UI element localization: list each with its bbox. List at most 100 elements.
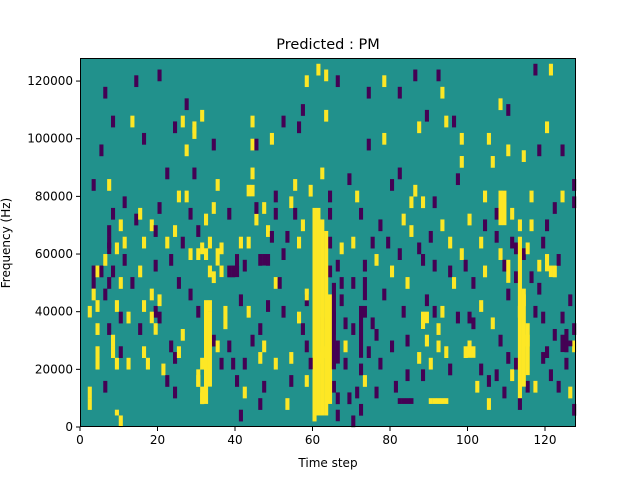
heatmap-cell (351, 236, 356, 249)
heatmap-band (428, 398, 433, 404)
heatmap-cell (258, 254, 263, 266)
heatmap-cell (235, 375, 240, 387)
heatmap-cell (502, 386, 507, 399)
heatmap-cell (328, 236, 333, 249)
heatmap-cell (572, 196, 577, 209)
x-axis-label: Time step (297, 456, 357, 470)
heatmap-cell (498, 98, 503, 111)
heatmap-cell (227, 265, 232, 278)
heatmap-cell (300, 104, 305, 116)
heatmap-cell (556, 254, 561, 266)
heatmap-cell (118, 277, 123, 289)
heatmap-cell (359, 207, 364, 220)
heatmap-cell (258, 323, 263, 335)
heatmap-band (401, 398, 406, 404)
heatmap-cell (169, 340, 174, 353)
heatmap-cell (114, 242, 119, 255)
heatmap-cell (254, 138, 259, 151)
heatmap-cell (266, 225, 271, 237)
heatmap-cell (149, 288, 154, 301)
y-tick-label: 20000 (35, 362, 73, 376)
heatmap-cell (514, 242, 519, 255)
heatmap-cell (223, 317, 228, 330)
heatmap-cell (335, 75, 340, 88)
heatmap-band (114, 409, 119, 416)
heatmap-band (517, 236, 522, 399)
heatmap-cell (157, 202, 162, 214)
heatmap-cell (107, 225, 112, 237)
heatmap-cell (196, 305, 201, 318)
heatmap-cell (293, 207, 298, 220)
heatmap-cell (417, 121, 422, 134)
heatmap-cell (118, 415, 123, 428)
heatmap-cell (397, 167, 402, 180)
heatmap-cell (134, 213, 139, 226)
heatmap-band (502, 190, 507, 226)
heatmap-cell (331, 380, 336, 393)
heatmap-cell (483, 219, 488, 232)
heatmap-band (440, 398, 445, 404)
chart-title: Predicted : PM (276, 37, 379, 53)
heatmap-cell (324, 109, 329, 122)
heatmap-cell (157, 294, 162, 307)
heatmap-cell (479, 363, 484, 376)
heatmap-cell (289, 196, 294, 209)
heatmap-band (262, 254, 267, 266)
heatmap-cell (297, 236, 302, 249)
heatmap-cell (343, 357, 348, 370)
heatmap-cell (204, 248, 209, 260)
heatmap-cell (463, 346, 468, 359)
heatmap-cell (138, 207, 143, 220)
heatmap-cell (409, 225, 414, 237)
heatmap-cell (91, 179, 96, 191)
heatmap-cell (533, 380, 538, 393)
heatmap-band (521, 288, 526, 387)
heatmap-cell (103, 288, 108, 301)
heatmap-band (207, 311, 212, 387)
plot-frame (80, 58, 576, 427)
heatmap-cell (362, 259, 367, 272)
heatmap-cell (153, 259, 158, 272)
heatmap-band (312, 207, 317, 416)
heatmap-cell (254, 202, 259, 214)
heatmap-cell (238, 409, 243, 422)
heatmap-cell (134, 75, 139, 88)
heatmap-cell (545, 121, 550, 134)
heatmap-cell (211, 138, 216, 151)
heatmap-cell (111, 334, 116, 347)
heatmap-cell (490, 156, 495, 168)
heatmap-cell (289, 352, 294, 364)
heatmap-cell (564, 357, 569, 370)
heatmap-cell (401, 305, 406, 318)
heatmap-band (335, 409, 340, 422)
heatmap-cell (541, 236, 546, 249)
heatmap-cell (568, 294, 573, 307)
heatmap-cell (122, 196, 127, 209)
heatmap-cell (552, 265, 557, 278)
heatmap-cell (269, 230, 274, 243)
heatmap-cell (145, 357, 150, 370)
heatmap-cell (111, 265, 116, 278)
heatmap-cell (537, 282, 542, 295)
heatmap-cell (560, 144, 565, 157)
heatmap-cell (521, 248, 526, 260)
heatmap-cell (149, 219, 154, 232)
heatmap-cell (572, 179, 577, 191)
heatmap-cell (541, 311, 546, 324)
heatmap-cell (173, 352, 178, 364)
heatmap-cell (506, 352, 511, 364)
heatmap-band (153, 323, 158, 335)
heatmap-cell (483, 265, 488, 278)
y-tick-label: 60000 (35, 247, 73, 261)
heatmap-cell (498, 248, 503, 260)
heatmap-cell (328, 265, 333, 278)
heatmap-cell (250, 167, 255, 180)
x-tick-label: 80 (382, 433, 397, 447)
heatmap-cell (196, 248, 201, 260)
heatmap-cell (211, 202, 216, 214)
heatmap-cell (204, 213, 209, 226)
heatmap-cell (432, 196, 437, 209)
heatmap-cell (359, 403, 364, 416)
heatmap-cell (521, 150, 526, 162)
heatmap-cell (475, 380, 480, 393)
